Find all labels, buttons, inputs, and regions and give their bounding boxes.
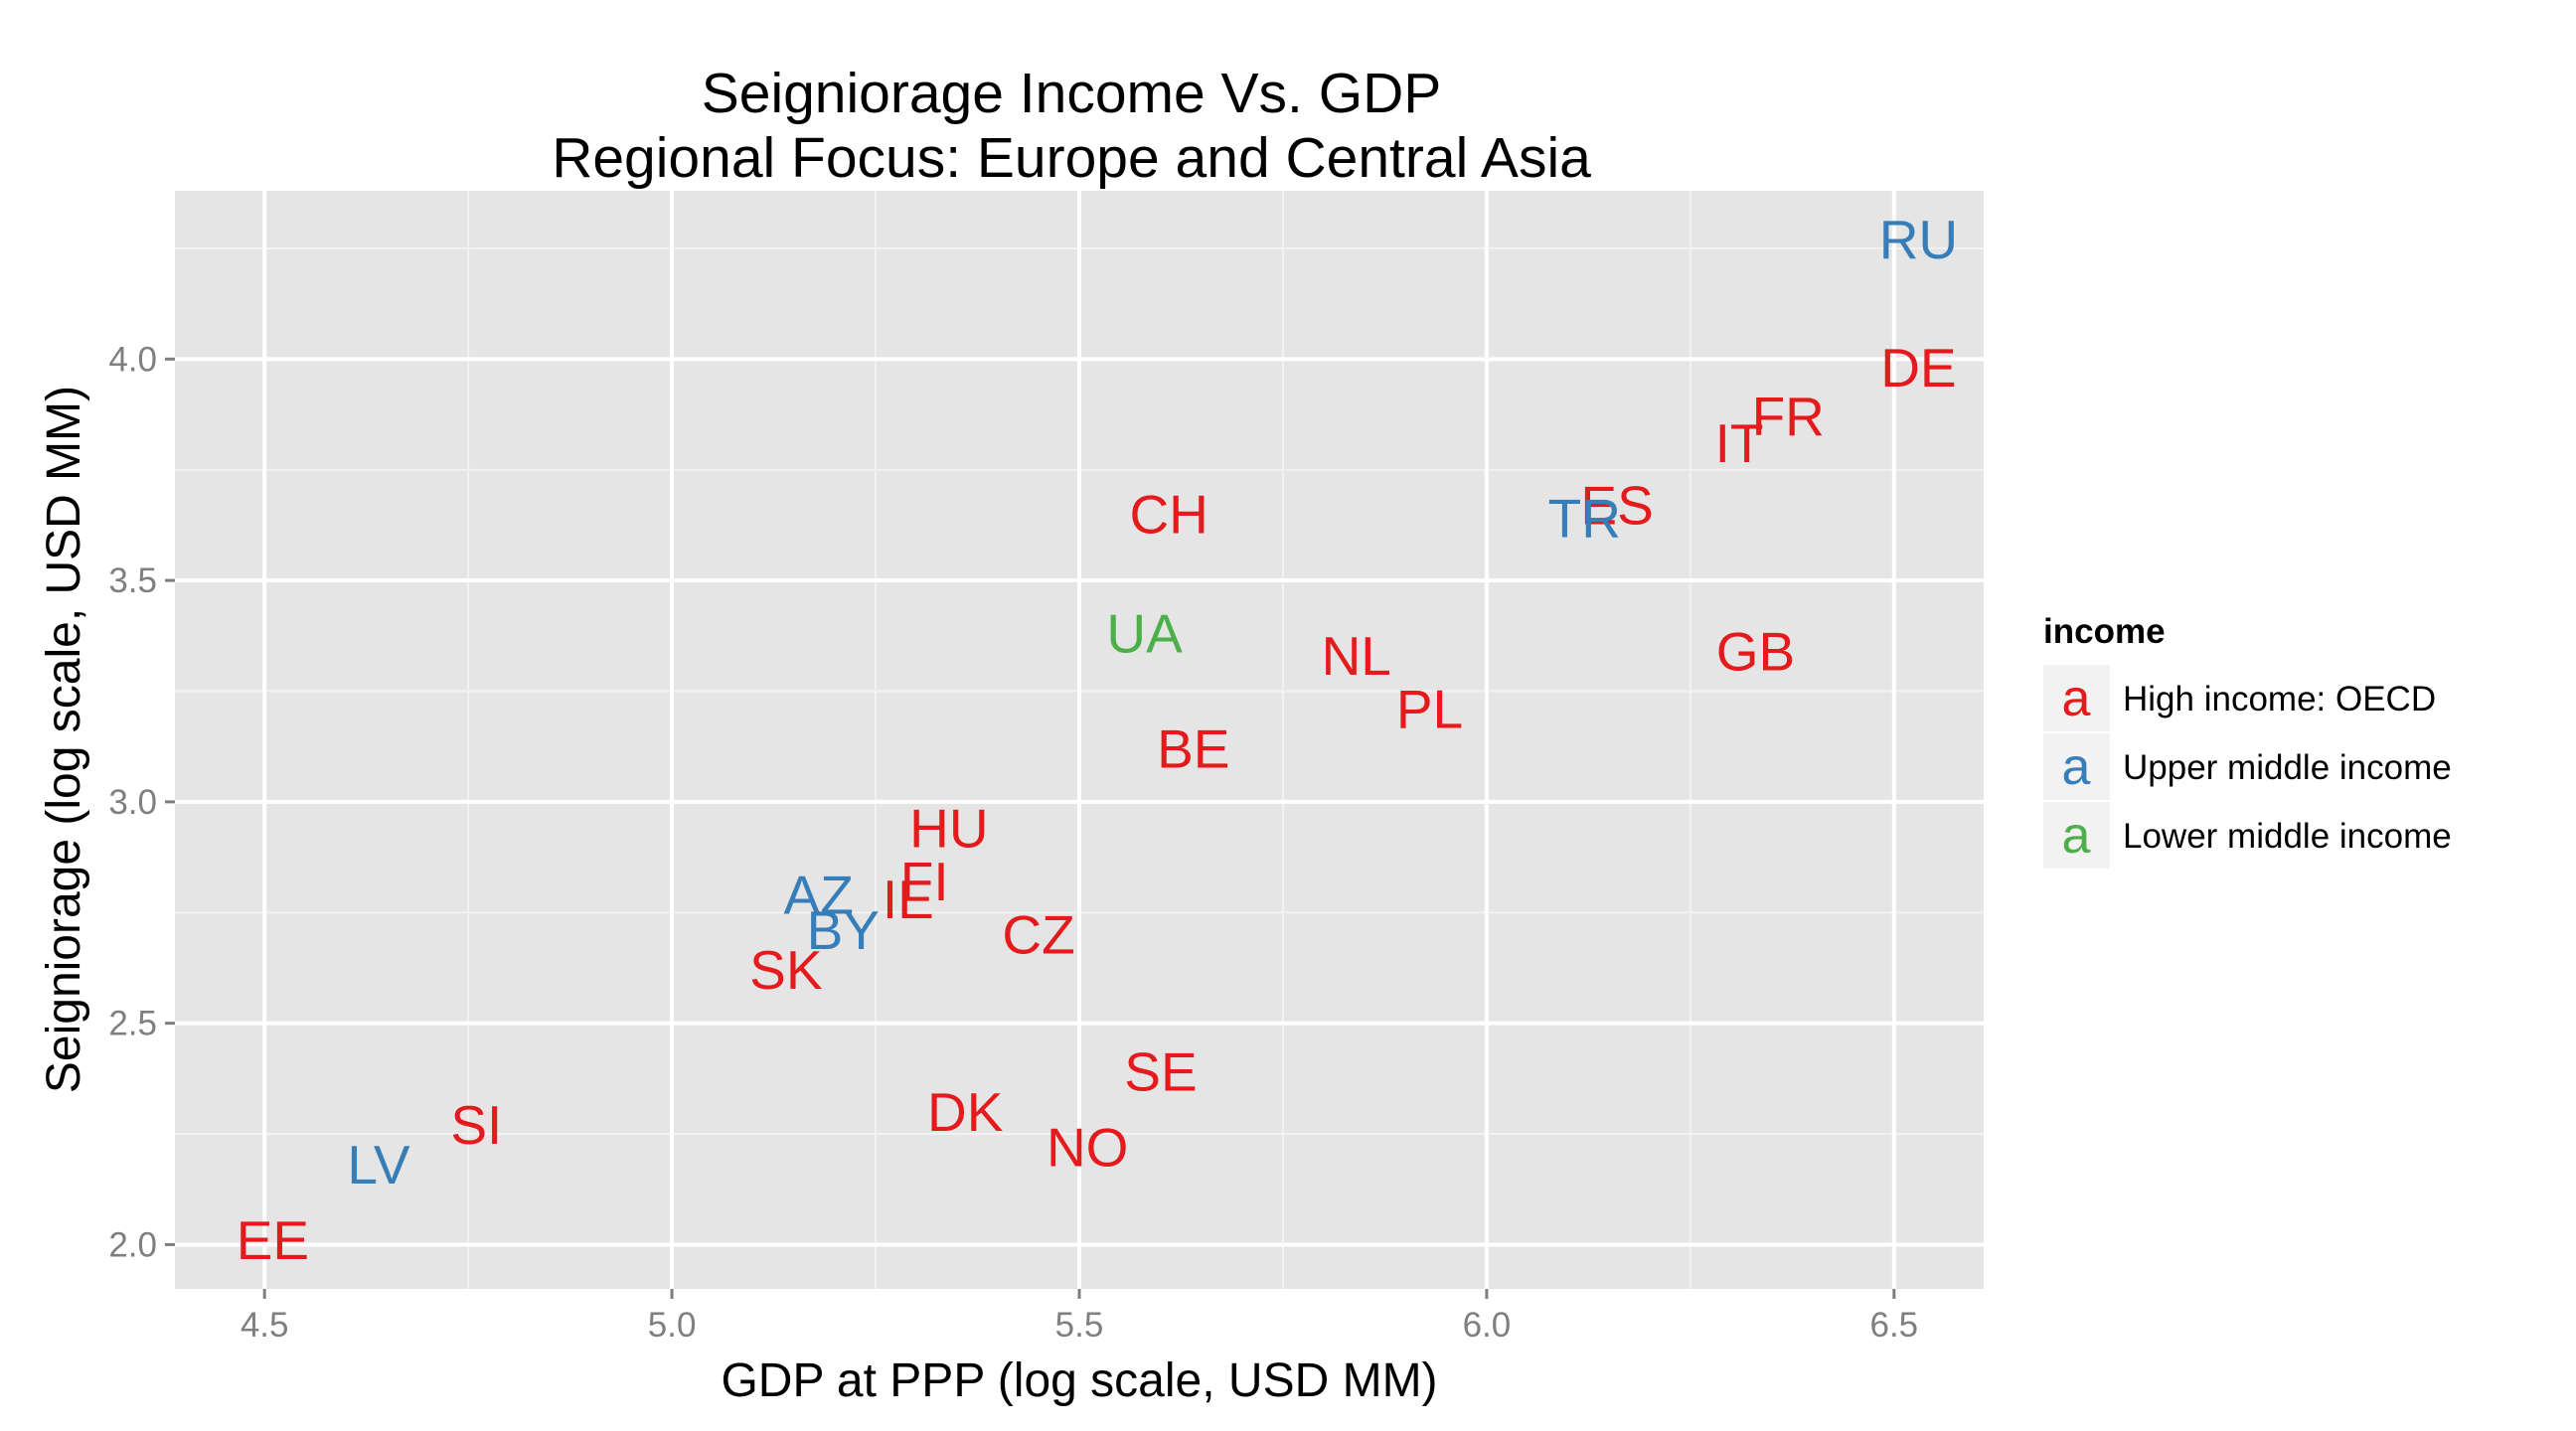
point-label-be: BE [1157,717,1229,779]
point-label-hu: HU [909,798,988,860]
point-label-ch: CH [1129,483,1208,545]
chart-title: Seigniorage Income Vs. GDP [702,62,1442,125]
point-label-az: AZ [784,864,854,925]
point-label-es: ES [1580,474,1653,536]
point-label-fr: FR [1752,386,1825,447]
y-axis-ticks: 2.0 2.5 3.0 3.5 4.0 [108,340,175,1264]
major-gridlines [175,191,1984,1289]
point-label-si: SI [450,1094,502,1156]
x-tick-label: 4.5 [241,1306,289,1345]
point-label-no: NO [1046,1116,1129,1178]
point-label-fi: FI [900,851,949,912]
legend-key-glyph: a [2062,670,2091,727]
point-label-dk: DK [927,1081,1004,1143]
legend-key [2043,733,2110,800]
point-label-ua: UA [1106,603,1183,665]
y-axis-title: Seigniorage (log scale, USD MM) [38,386,90,1093]
point-label-ie: IE [883,869,934,930]
point-label-sk: SK [749,939,823,1001]
x-tick-label: 5.5 [1055,1306,1104,1345]
legend-key-glyph: a [2062,807,2091,865]
chart-subtitle: Regional Focus: Europe and Central Asia [552,126,1591,190]
x-tick-label: 6.0 [1463,1306,1512,1345]
x-axis-title: GDP at PPP (log scale, USD MM) [721,1354,1437,1407]
legend-key [2043,802,2110,869]
x-axis-ticks: 4.5 5.0 5.5 6.0 6.5 [241,1289,1918,1345]
point-label-cz: CZ [1002,904,1074,966]
point-label-ee: EE [237,1209,309,1271]
y-tick-label: 2.5 [108,1005,157,1043]
point-label-ru: RU [1879,209,1958,270]
legend-key-glyph: a [2062,738,2091,796]
point-label-it: IT [1715,412,1764,474]
legend-label: Lower middle income [2123,817,2452,856]
x-tick-label: 5.0 [648,1306,697,1345]
point-label-lv: LV [347,1134,410,1195]
point-label-nl: NL [1322,625,1391,687]
legend-label: Upper middle income [2123,748,2452,787]
legend: income a High income: OECD a Upper middle i… [2043,612,2452,869]
point-label-by: BY [807,899,880,961]
legend-label: High income: OECD [2123,680,2436,718]
point-label-de: DE [1880,337,1956,398]
y-tick-label: 3.0 [108,783,157,822]
y-tick-label: 4.0 [108,340,157,379]
legend-title: income [2043,612,2166,651]
point-label-pl: PL [1396,678,1463,739]
legend-key [2043,665,2110,731]
x-tick-label: 6.5 [1869,1306,1918,1345]
y-tick-label: 2.0 [108,1225,157,1264]
point-label-tr: TR [1548,488,1621,550]
point-label-gb: GB [1716,620,1795,682]
point-label-se: SE [1124,1041,1197,1103]
y-tick-label: 3.5 [108,561,157,600]
